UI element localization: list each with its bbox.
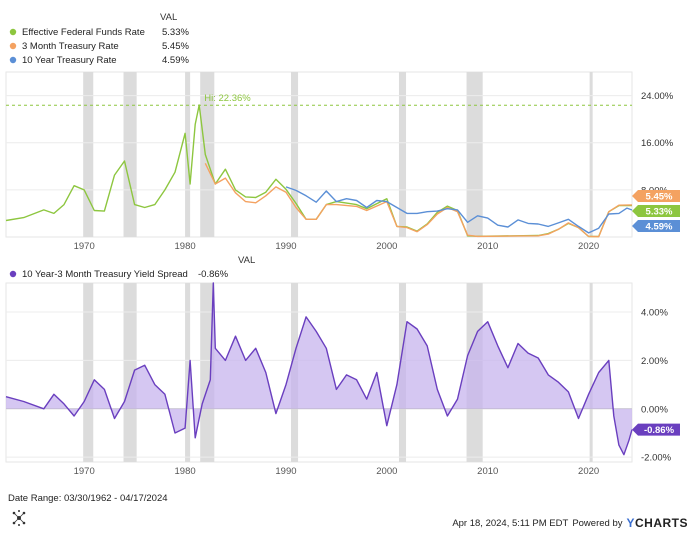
date-range-text: Date Range: 03/30/1962 - 04/17/2024 bbox=[8, 493, 168, 504]
bottom-x-tick-label: 2010 bbox=[477, 466, 498, 477]
bottom-x-tick-label: 1990 bbox=[275, 466, 296, 477]
bottom-series-area bbox=[6, 283, 632, 455]
top-chart-panel: 8.00%16.00%24.00%19701980199020002010202… bbox=[5, 71, 680, 252]
legend-item-10y-treasury[interactable]: 10 Year Treasury Rate 4.59% bbox=[9, 55, 190, 66]
powered-by-text: Powered by bbox=[572, 517, 623, 529]
top-legend: VAL Effective Federal Funds Rate 5.33% 3… bbox=[9, 12, 190, 66]
bottom-x-tick-label: 2020 bbox=[578, 466, 599, 477]
legend-value-fed-funds: 5.33% bbox=[162, 27, 189, 38]
top-recession-band bbox=[398, 72, 407, 237]
bottom-end-label-tag bbox=[632, 423, 680, 436]
hi-annotation-label: Hi: 22.36% bbox=[204, 93, 251, 104]
bottom-x-tick-label: 2000 bbox=[376, 466, 397, 477]
bottom-series-line bbox=[5, 282, 633, 456]
bottom-y-tick-label: -2.00% bbox=[641, 453, 672, 464]
top-chart-frame bbox=[5, 71, 633, 238]
top-x-tick-label: 1980 bbox=[175, 241, 196, 252]
bottom-y-tick-label: 2.00% bbox=[641, 356, 668, 367]
top-recession-band bbox=[200, 72, 215, 237]
bottom-recession-band bbox=[185, 283, 191, 462]
top-x-tick-label: 1970 bbox=[74, 241, 95, 252]
bottom-end-label-text: -0.86% bbox=[644, 425, 675, 436]
top-end-label-tag bbox=[632, 205, 680, 217]
bottom-legend-header: VAL bbox=[238, 255, 255, 266]
top-recession-band bbox=[291, 72, 299, 237]
bottom-recession-band bbox=[83, 283, 94, 462]
bottom-recession-band bbox=[123, 283, 137, 462]
bottom-chart-panel: -2.00% 0.00% 2.00% 4.00% 1970 1980 1990 2000 201… bbox=[5, 282, 680, 477]
fed-funds-dot-icon bbox=[9, 28, 17, 36]
top-x-tick-label: 2020 bbox=[578, 241, 599, 252]
legend-value-3m-treasury: 5.45% bbox=[162, 41, 189, 52]
bottom-x-tick-label: 1980 bbox=[175, 466, 196, 477]
bottom-recession-band bbox=[589, 283, 593, 462]
top-end-label-text: 5.45% bbox=[646, 192, 673, 203]
bottom-recession-band bbox=[200, 283, 215, 462]
bottom-y-tick-label: 0.00% bbox=[641, 404, 668, 415]
top-x-tick-label: 2000 bbox=[376, 241, 397, 252]
top-end-label-tag bbox=[632, 220, 680, 232]
ycharts-logo-icon bbox=[12, 510, 26, 526]
legend-item-fed-funds[interactable]: Effective Federal Funds Rate 5.33% bbox=[9, 27, 190, 38]
legend-value-10y-treasury: 4.59% bbox=[162, 55, 189, 66]
top-y-tick-label: 16.00% bbox=[641, 138, 674, 149]
legend-label-3m-treasury: 3 Month Treasury Rate bbox=[22, 41, 119, 52]
brand-rest: CHARTS bbox=[635, 516, 688, 530]
top-end-label-text: 5.33% bbox=[646, 207, 673, 218]
3m-treasury-dot-icon bbox=[9, 42, 17, 50]
timestamp-text: Apr 18, 2024, 5:11 PM EDT bbox=[452, 517, 569, 529]
top-x-tick-label: 2010 bbox=[477, 241, 498, 252]
top-recession-band bbox=[123, 72, 137, 237]
top-recession-band bbox=[466, 72, 483, 237]
top-recession-band bbox=[83, 72, 94, 237]
legend-value-yield-spread: -0.86% bbox=[198, 269, 229, 280]
top-y-tick-label: 24.00% bbox=[641, 91, 674, 102]
yield-spread-dot-icon bbox=[9, 270, 17, 278]
top-legend-header: VAL bbox=[160, 12, 177, 23]
legend-item-3m-treasury[interactable]: 3 Month Treasury Rate 5.45% bbox=[9, 41, 190, 52]
top-recession-band bbox=[589, 72, 593, 237]
footer-credit: Apr 18, 2024, 5:11 PM EDT Powered by YCH… bbox=[452, 516, 688, 530]
ycharts-brand-link[interactable]: YCHARTS bbox=[626, 516, 688, 530]
legend-label-yield-spread: 10 Year-3 Month Treasury Yield Spread bbox=[22, 269, 188, 280]
10y-treasury-dot-icon bbox=[9, 56, 17, 64]
legend-item-yield-spread[interactable]: 10 Year-3 Month Treasury Yield Spread -0… bbox=[9, 269, 229, 280]
top-series-line bbox=[204, 162, 633, 238]
bottom-y-tick-label: 4.00% bbox=[641, 308, 668, 319]
top-series-line bbox=[5, 104, 632, 238]
bottom-legend: VAL 10 Year-3 Month Treasury Yield Sprea… bbox=[9, 255, 255, 280]
bottom-chart-frame bbox=[5, 282, 633, 463]
top-end-label-text: 4.59% bbox=[646, 222, 673, 233]
top-series-line bbox=[285, 186, 633, 234]
top-end-label-tag bbox=[632, 190, 680, 202]
legend-label-10y-treasury: 10 Year Treasury Rate bbox=[22, 55, 117, 66]
top-x-tick-label: 1990 bbox=[275, 241, 296, 252]
brand-y: Y bbox=[626, 516, 635, 530]
legend-label-fed-funds: Effective Federal Funds Rate bbox=[22, 27, 145, 38]
bottom-x-tick-label: 1970 bbox=[74, 466, 95, 477]
